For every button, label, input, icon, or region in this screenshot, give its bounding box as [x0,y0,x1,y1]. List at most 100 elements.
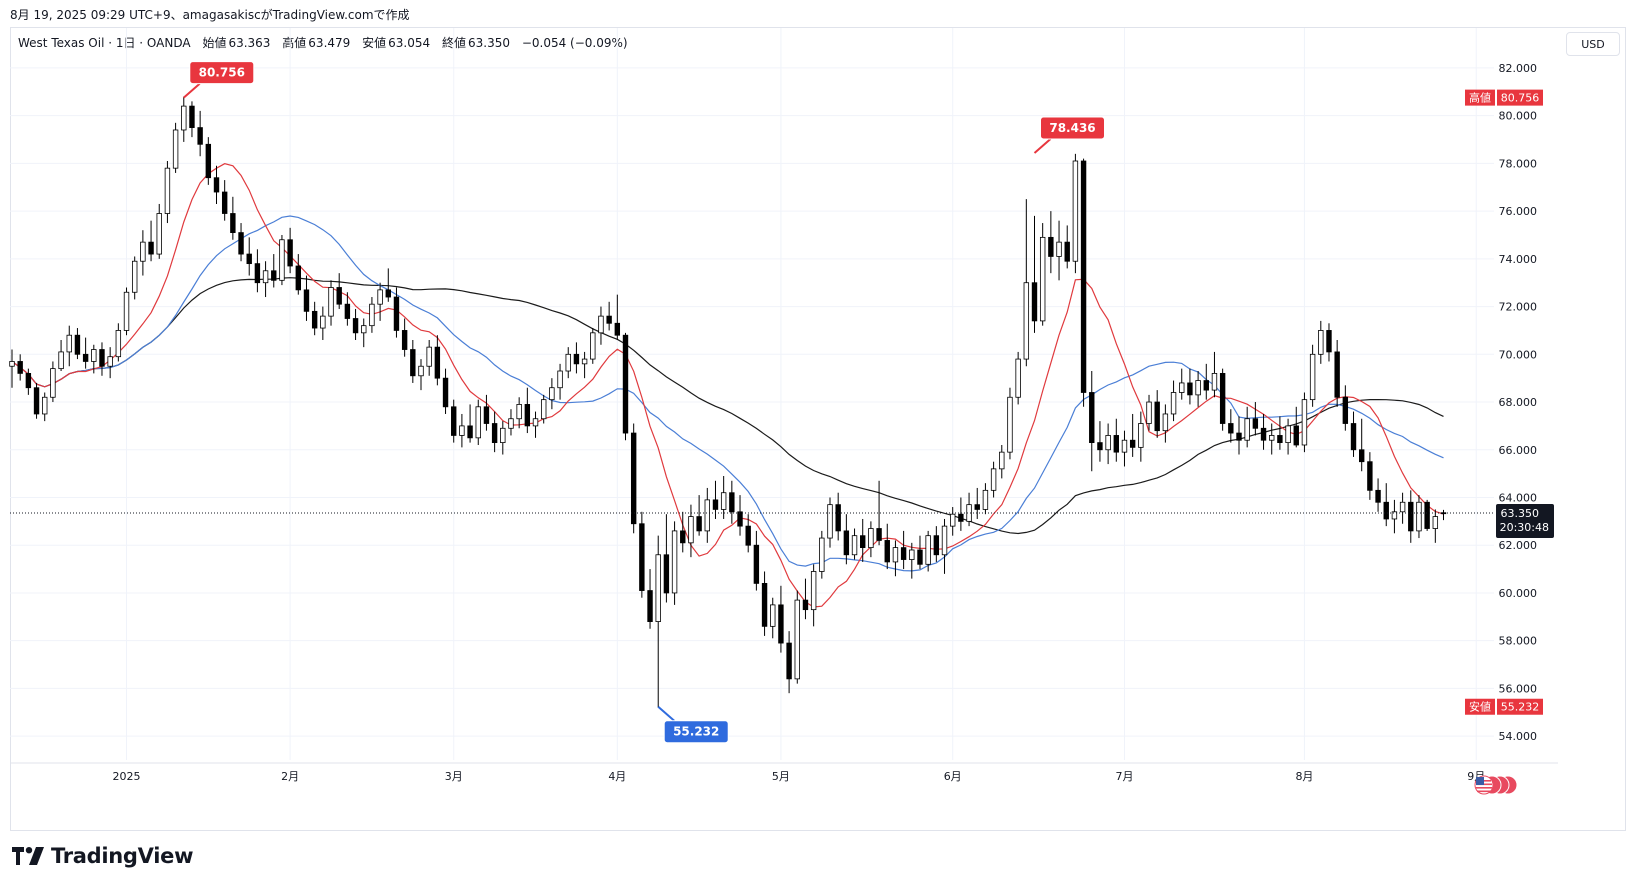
candle [1432,509,1439,543]
candle-body [66,334,72,353]
candle [737,495,743,536]
x-tick-label: 3月 [445,770,463,783]
candle-body [410,349,416,377]
candle-body [1326,330,1332,353]
gridlines [10,28,1494,760]
candle [1113,418,1119,462]
candle [25,368,32,395]
candle [1416,495,1422,539]
chart-frame [10,27,1626,831]
symbol-name[interactable]: West Texas Oil · 1日 · OANDA [18,36,191,50]
candle-body [1334,351,1340,398]
high-callout-pointer [183,82,201,99]
candle [909,542,915,579]
candle-body [1113,435,1119,453]
candle [598,306,604,345]
candle-body [737,511,743,527]
candle-body [303,289,310,312]
candle-body [50,368,56,398]
candle-body [688,516,694,544]
candle-body [868,528,874,549]
candle-body [311,310,318,329]
candle-body [1309,353,1316,401]
symbol-legend: West Texas Oil · 1日 · OANDA 始値 63.363 高値 6… [18,34,630,51]
candle-body [802,599,809,611]
candle [254,249,261,293]
candle-body [1187,382,1193,396]
tradingview-logo[interactable]: TradingView [12,844,193,868]
ma-fast-line [11,163,1444,608]
candle-body [933,535,940,556]
candle-body [974,504,980,510]
candle-body [966,504,972,522]
chart-caption: 8月 19, 2025 09:29 UTC+9、amagasakiscがTrad… [10,8,410,22]
candle-body [1146,401,1152,424]
candle-body [925,535,931,565]
high-callout: 80.756 [183,61,255,99]
candle-body [630,432,637,525]
candle-body [271,270,277,281]
candle [655,535,661,708]
candle [115,323,122,362]
candle [1211,351,1218,398]
candle-body [467,425,473,439]
candle-body [941,525,948,556]
candle-body [1121,439,1128,453]
candle-body [1129,439,1136,448]
candle [1408,490,1414,543]
candle [835,492,841,541]
candle [410,339,416,383]
candle-body [197,127,203,145]
candle-body [614,322,621,336]
candle [483,394,490,431]
candle-body [647,590,653,622]
high-callout-box [189,61,255,85]
candle [500,421,506,455]
candle-body [565,353,571,372]
candle-body [1244,418,1250,441]
open-value: 63.363 [228,36,271,50]
candle [999,444,1005,479]
candle-body [246,253,252,265]
candle-body [1195,380,1201,396]
candle-body [704,499,710,532]
candle [778,585,784,653]
candle [377,282,383,321]
candle [148,220,154,262]
candle-body [819,537,825,572]
candle-body [1399,501,1406,513]
candle-body [1367,461,1373,491]
x-tick-label: 6月 [944,770,962,783]
candle-body [377,289,383,305]
candle-body [74,334,81,355]
candle [1187,368,1193,405]
candle [794,590,800,684]
candle-body [639,523,645,591]
x-tick-label: 2月 [281,770,299,783]
candle-body [950,513,956,527]
candle-body [1301,399,1308,446]
candle [1056,220,1062,281]
y-tick-label: 58.000 [1499,635,1538,648]
us-flag-events-icon[interactable] [1466,774,1522,796]
low-value: 63.054 [388,36,431,50]
candle [851,528,858,560]
candle [1326,323,1332,362]
candle [819,530,825,579]
candle-body [1007,396,1013,453]
candle-body [524,404,531,427]
currency-button[interactable]: USD [1566,32,1620,56]
candle [1359,418,1365,472]
candle [221,180,228,221]
candle-body [1269,435,1275,441]
y-tick-label: 56.000 [1499,682,1538,695]
candle [1399,492,1406,524]
brand-name: TradingView [51,844,194,868]
close-value: 63.350 [467,36,510,50]
candle [442,368,449,414]
candle-body [42,396,48,415]
candle-body [213,177,220,193]
candle [82,337,89,369]
candle-body [982,489,989,510]
